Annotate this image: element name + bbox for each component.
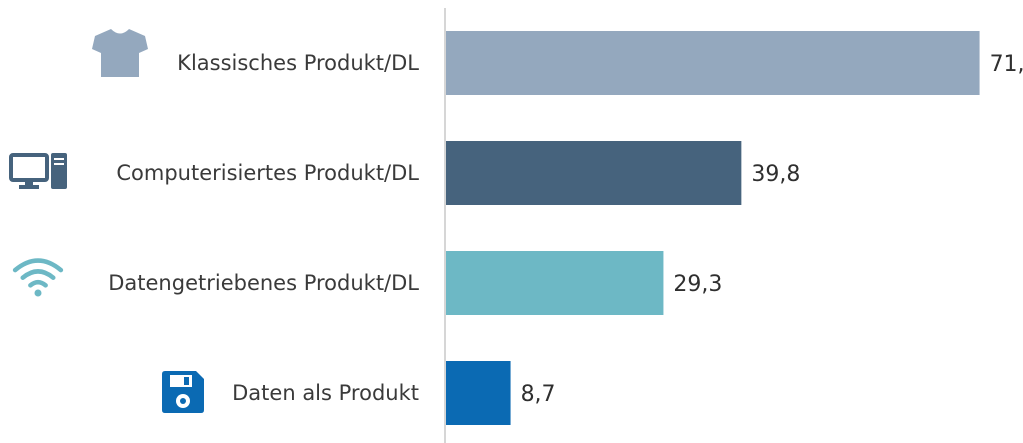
category-label-datengetriebenes-produkt-dl: Datengetriebenes Produkt/DL <box>108 271 419 295</box>
value-label-daten-als-produkt: 8,7 <box>521 382 556 407</box>
category-label-klassisches-produkt-dl: Klassisches Produkt/DL <box>177 51 419 75</box>
value-label-datengetriebenes-produkt-dl: 29,3 <box>673 272 722 297</box>
wifi-icon <box>12 258 64 297</box>
bar-klassisches-produkt-dl <box>446 31 980 95</box>
category-labels-layer: Klassisches Produkt/DL Computerisiertes P… <box>108 51 419 405</box>
bars-layer <box>446 31 980 425</box>
icons-layer <box>9 29 204 413</box>
bar-computerisiertes-produkt-dl <box>446 141 742 205</box>
value-labels-layer: 71,9 39,8 29,3 8,7 <box>521 52 1023 407</box>
computer-icon <box>9 153 67 189</box>
category-label-computerisiertes-produkt-dl: Computerisiertes Produkt/DL <box>116 161 419 185</box>
value-label-klassisches-produkt-dl: 71,9 <box>990 52 1023 77</box>
tshirt-icon <box>92 29 148 77</box>
bar-datengetriebenes-produkt-dl <box>446 251 664 315</box>
value-label-computerisiertes-produkt-dl: 39,8 <box>751 162 800 187</box>
floppy-disk-icon <box>162 371 204 413</box>
category-label-daten-als-produkt: Daten als Produkt <box>232 381 419 405</box>
bar-daten-als-produkt <box>446 361 511 425</box>
